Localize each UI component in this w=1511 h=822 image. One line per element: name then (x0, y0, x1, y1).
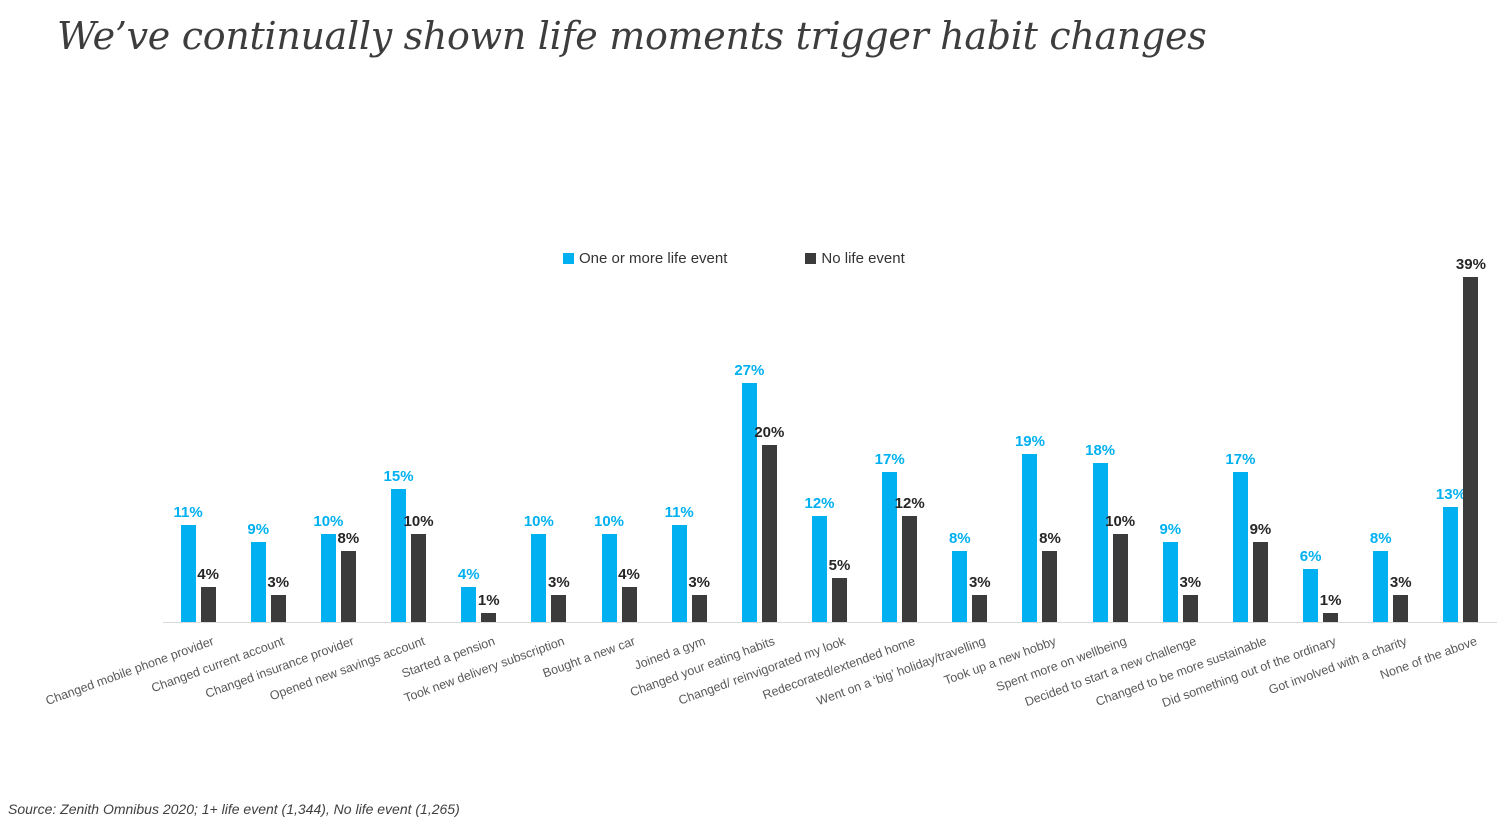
value-label-life-event-7: 11% (664, 504, 694, 521)
bar-no-life-event-12 (1042, 551, 1058, 622)
bar-life-event-10 (882, 472, 898, 622)
value-label-no-life-event-11: 3% (968, 574, 991, 591)
bar-life-event-5 (531, 534, 547, 622)
value-label-no-life-event-18: 39% (1455, 256, 1486, 273)
bar-no-life-event-7 (691, 595, 707, 622)
value-label-life-event-8: 27% (734, 362, 765, 379)
chart-legend: One or more life event No life event (563, 250, 905, 267)
value-label-life-event-6: 10% (594, 513, 625, 530)
bar-no-life-event-18 (1463, 277, 1479, 622)
value-label-no-life-event-17: 3% (1389, 574, 1412, 591)
value-label-no-life-event-0: 4% (197, 566, 219, 583)
bar-life-event-8 (741, 383, 757, 622)
value-label-life-event-2: 10% (313, 513, 344, 530)
bar-no-life-event-3 (411, 534, 427, 622)
value-label-life-event-13: 18% (1085, 442, 1116, 459)
legend-item-no-life-event: No life event (805, 250, 905, 267)
legend-swatch-one-or-more-life-event (563, 253, 574, 264)
bar-no-life-event-8 (761, 445, 777, 622)
value-label-no-life-event-7: 3% (688, 574, 711, 591)
value-label-no-life-event-13: 10% (1105, 513, 1136, 530)
value-label-no-life-event-4: 1% (477, 592, 500, 609)
bar-no-life-event-1 (270, 595, 286, 622)
value-label-life-event-15: 17% (1225, 451, 1256, 468)
legend-label-one-or-more-life-event: One or more life event (579, 250, 728, 267)
value-label-no-life-event-10: 12% (894, 495, 925, 512)
bar-no-life-event-13 (1112, 534, 1128, 622)
value-label-life-event-16: 6% (1299, 548, 1322, 565)
value-label-life-event-4: 4% (457, 566, 480, 583)
value-label-life-event-11: 8% (948, 530, 971, 547)
value-label-life-event-18: 13% (1435, 486, 1466, 503)
bar-no-life-event-16 (1323, 613, 1339, 622)
legend-swatch-no-life-event (805, 253, 817, 264)
value-label-life-event-10: 17% (874, 451, 905, 468)
slide-title: We’ve continually shown life moments tri… (57, 14, 1207, 58)
value-label-no-life-event-9: 5% (828, 557, 851, 574)
bar-life-event-12 (1022, 454, 1038, 622)
bar-no-life-event-14 (1182, 595, 1198, 622)
legend-item-one-or-more-life-event: One or more life event (563, 250, 727, 267)
bar-life-event-0 (180, 525, 196, 622)
value-label-no-life-event-2: 8% (337, 530, 360, 547)
bar-no-life-event-6 (621, 587, 637, 622)
value-label-life-event-12: 19% (1014, 433, 1045, 450)
bar-no-life-event-5 (551, 595, 567, 622)
value-label-no-life-event-15: 9% (1249, 521, 1272, 538)
bar-no-life-event-4 (481, 613, 497, 622)
bar-no-life-event-9 (832, 578, 847, 622)
legend-label-no-life-event: No life event (821, 250, 905, 267)
bar-life-event-17 (1373, 551, 1389, 622)
bar-life-event-18 (1443, 507, 1459, 622)
bar-no-life-event-2 (340, 551, 356, 622)
bar-life-event-13 (1092, 463, 1108, 622)
x-axis-line (163, 622, 1497, 623)
bar-life-event-3 (391, 489, 407, 622)
value-label-no-life-event-6: 4% (618, 566, 640, 583)
value-label-no-life-event-1: 3% (267, 574, 290, 591)
bar-life-event-15 (1232, 472, 1248, 622)
value-label-no-life-event-8: 20% (754, 424, 785, 441)
bar-life-event-9 (812, 516, 827, 622)
bar-no-life-event-17 (1393, 595, 1409, 622)
value-label-life-event-5: 10% (523, 513, 554, 530)
value-label-life-event-3: 15% (383, 468, 414, 485)
bar-no-life-event-10 (902, 516, 918, 622)
bar-no-life-event-0 (200, 587, 216, 622)
value-label-no-life-event-5: 3% (548, 574, 570, 591)
value-label-life-event-9: 12% (804, 495, 835, 512)
value-label-life-event-17: 8% (1369, 530, 1392, 547)
value-label-life-event-1: 9% (247, 521, 270, 538)
value-label-no-life-event-3: 10% (403, 513, 434, 530)
value-label-no-life-event-14: 3% (1179, 574, 1202, 591)
source-note: Source: Zenith Omnibus 2020; 1+ life eve… (8, 801, 460, 817)
bar-life-event-2 (320, 534, 336, 622)
bar-life-event-7 (671, 525, 687, 622)
bar-life-event-6 (601, 534, 617, 622)
bar-life-event-11 (952, 551, 968, 622)
bar-life-event-1 (250, 542, 266, 622)
bar-life-event-14 (1162, 542, 1178, 622)
value-label-life-event-0: 11% (173, 504, 203, 521)
value-label-no-life-event-12: 8% (1039, 530, 1061, 547)
value-label-no-life-event-16: 1% (1319, 592, 1342, 609)
bar-no-life-event-15 (1252, 542, 1268, 622)
bar-no-life-event-11 (972, 595, 988, 622)
bar-life-event-4 (461, 587, 477, 622)
value-label-life-event-14: 9% (1159, 521, 1182, 538)
bar-life-event-16 (1303, 569, 1319, 622)
